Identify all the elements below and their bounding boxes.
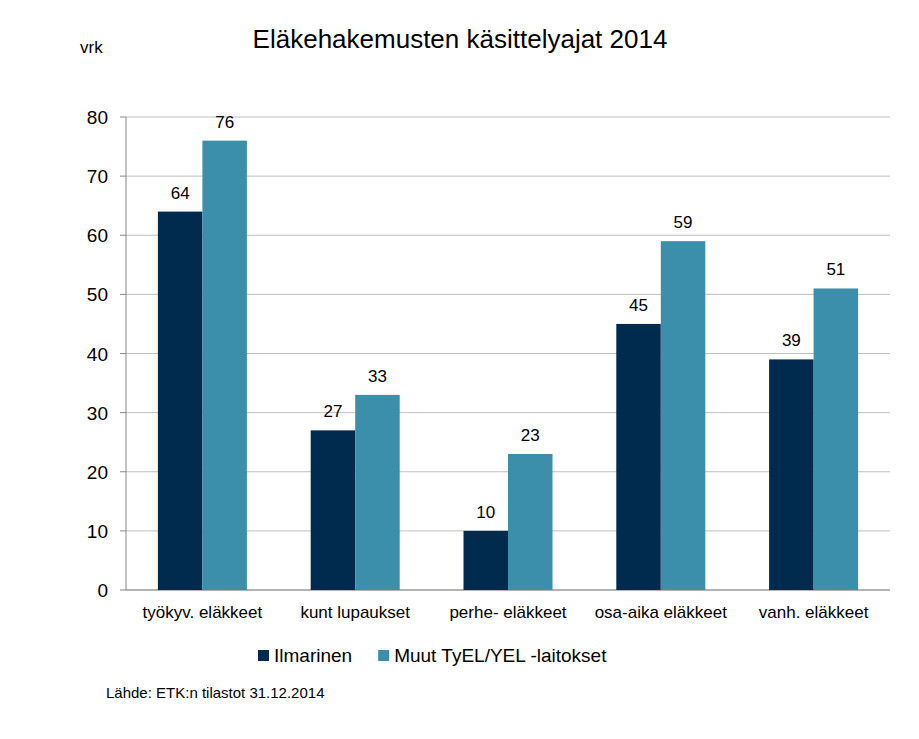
y-tick-label: 50 bbox=[87, 284, 108, 305]
y-tick-label: 60 bbox=[87, 225, 108, 246]
legend: Ilmarinen Muut TyEL/YEL -laitokset bbox=[258, 645, 607, 666]
chart-container: Eläkehakemusten käsittelyajat 2014 vrk 0 10… bbox=[0, 0, 919, 739]
bar bbox=[508, 454, 553, 590]
y-tick-label: 10 bbox=[87, 521, 108, 542]
y-tick-label: 40 bbox=[87, 344, 108, 365]
y-tick bbox=[120, 294, 126, 295]
bar bbox=[814, 288, 859, 590]
data-label: 64 bbox=[171, 184, 190, 203]
y-tick bbox=[120, 590, 126, 591]
bar bbox=[311, 430, 356, 590]
y-axis-line bbox=[126, 117, 127, 590]
legend-swatch bbox=[258, 650, 269, 661]
legend-label: Ilmarinen bbox=[274, 645, 352, 666]
y-tick bbox=[120, 353, 126, 354]
data-label: 23 bbox=[521, 426, 540, 445]
x-tick-label: osa-aika eläkkeet bbox=[595, 603, 728, 622]
source-note: Lähde: ETK:n tilastot 31.12.2014 bbox=[106, 684, 325, 701]
y-tick bbox=[120, 235, 126, 236]
bar bbox=[616, 324, 661, 590]
data-label: 59 bbox=[674, 213, 693, 232]
legend-label: Muut TyEL/YEL -laitokset bbox=[394, 645, 607, 666]
y-tick bbox=[120, 471, 126, 472]
bars bbox=[158, 141, 858, 590]
data-label: 33 bbox=[368, 367, 387, 386]
x-tick-label: kunt lupaukset bbox=[300, 603, 410, 622]
bar bbox=[158, 212, 203, 590]
grid-line bbox=[126, 117, 890, 118]
x-tick-label: perhe- eläkkeet bbox=[449, 603, 566, 622]
data-label: 45 bbox=[629, 296, 648, 315]
bar bbox=[464, 531, 509, 590]
bar bbox=[769, 359, 814, 590]
bar bbox=[202, 141, 247, 590]
y-tick-label: 20 bbox=[87, 462, 108, 483]
legend-swatch bbox=[378, 650, 389, 661]
y-tick bbox=[120, 117, 126, 118]
bar bbox=[661, 241, 706, 590]
data-label: 76 bbox=[215, 113, 234, 132]
data-label: 39 bbox=[782, 331, 801, 350]
y-tick bbox=[120, 176, 126, 177]
y-tick-label: 30 bbox=[87, 403, 108, 424]
data-label: 10 bbox=[476, 503, 495, 522]
y-tick bbox=[120, 530, 126, 531]
y-tick-label: 70 bbox=[87, 166, 108, 187]
title: Eläkehakemusten käsittelyajat 2014 bbox=[253, 24, 668, 54]
data-label: 27 bbox=[323, 402, 342, 421]
y-tick-label: 0 bbox=[97, 580, 108, 601]
data-label: 51 bbox=[826, 260, 845, 279]
y-axis-label: vrk bbox=[80, 38, 103, 57]
y-tick bbox=[120, 412, 126, 413]
chart-svg: Eläkehakemusten käsittelyajat 2014 vrk 0 10… bbox=[0, 0, 919, 739]
x-tick-label: vanh. eläkkeet bbox=[759, 603, 869, 622]
bar bbox=[355, 395, 400, 590]
y-tick-label: 80 bbox=[87, 107, 108, 128]
data-labels: 64 76 27 33 10 23 45 59 39 51 bbox=[171, 113, 846, 522]
x-tick-label: työkyv. eläkkeet bbox=[143, 603, 263, 622]
